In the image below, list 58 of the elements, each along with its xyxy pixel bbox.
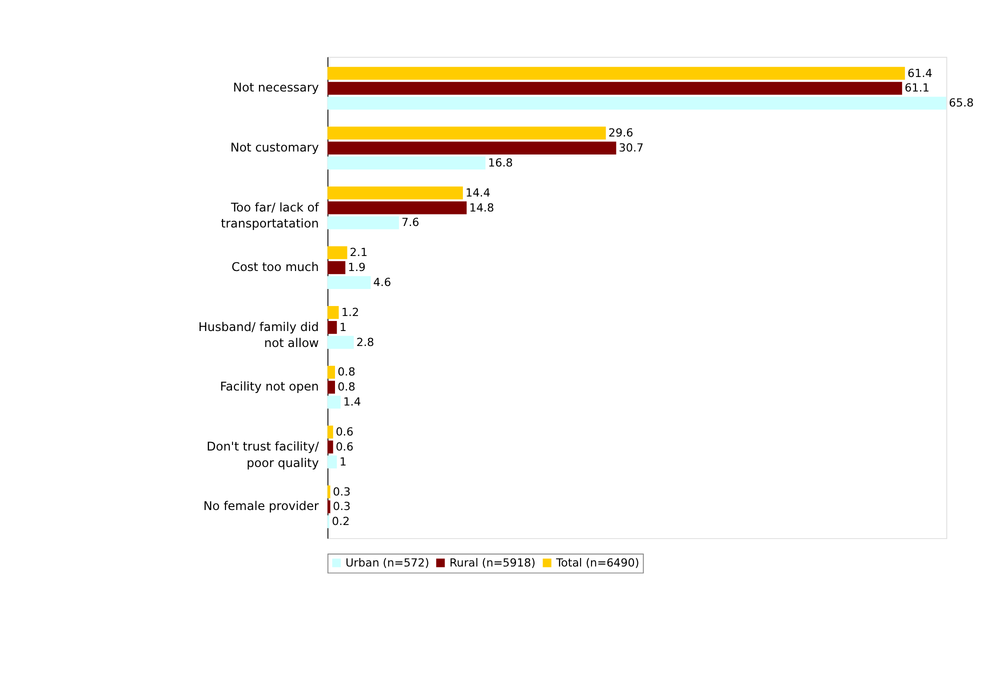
data-label: 0.3	[332, 485, 351, 498]
data-label: 61.4	[908, 66, 932, 80]
bar	[327, 500, 330, 514]
data-label: 65.8	[948, 96, 974, 110]
bar	[327, 366, 335, 379]
data-label: 1.2	[341, 306, 360, 319]
bar	[327, 426, 334, 439]
data-label: 0.8	[338, 366, 356, 379]
data-label: 0.2	[332, 515, 350, 528]
data-label: 30.7	[618, 141, 644, 154]
data-label: 0.6	[336, 425, 354, 438]
bar	[327, 306, 339, 319]
y-tick-label: Facility not open	[220, 380, 319, 394]
y-tick-label: No female provider	[203, 499, 319, 514]
data-label: 1.4	[343, 396, 361, 409]
bar	[327, 276, 371, 290]
data-label: 1.9	[348, 261, 366, 274]
legend-label: Total (n=6490)	[555, 556, 640, 570]
data-label: 61.1	[904, 82, 930, 95]
bar	[327, 186, 463, 200]
bar	[327, 201, 467, 214]
bar	[327, 380, 335, 394]
y-tick-label: Not necessary	[233, 80, 319, 95]
y-tick-label: Not customary	[230, 140, 319, 154]
legend-label: Rural (n=5918)	[450, 556, 536, 570]
bar	[327, 261, 346, 274]
data-label: 0.3	[332, 500, 351, 514]
bar	[327, 82, 902, 95]
bar	[327, 336, 354, 349]
data-label: 14.8	[469, 201, 494, 214]
data-label: 29.6	[608, 126, 634, 140]
bar	[327, 320, 337, 334]
data-label: 7.6	[402, 216, 420, 230]
bar	[327, 246, 348, 260]
y-tick-label: Husband/ family did not allow	[198, 320, 320, 350]
bar	[327, 216, 399, 230]
data-label: 1	[339, 320, 347, 334]
bar	[327, 126, 606, 140]
y-tick-label: Don't trust facility/ poor quality	[206, 439, 320, 470]
data-label: 0.8	[338, 380, 356, 394]
data-label: 2.1	[350, 246, 368, 260]
bar	[327, 396, 341, 409]
data-label: 0.6	[336, 440, 354, 454]
y-tick-label: Cost too much	[232, 260, 319, 274]
data-label: 4.6	[373, 276, 392, 290]
bar	[327, 96, 946, 110]
data-label: 1	[339, 455, 347, 468]
data-label: 14.4	[465, 186, 490, 200]
bar	[327, 142, 616, 154]
bar	[327, 440, 334, 454]
data-label: 2.8	[356, 336, 374, 349]
data-label: 16.8	[488, 156, 513, 170]
bar	[327, 485, 330, 498]
bar	[327, 456, 337, 468]
bar	[327, 156, 486, 170]
y-tick-label: Too far/ lack of transportatation	[220, 200, 320, 231]
bar	[327, 66, 905, 80]
legend-label: Urban (n=572)	[346, 556, 430, 570]
